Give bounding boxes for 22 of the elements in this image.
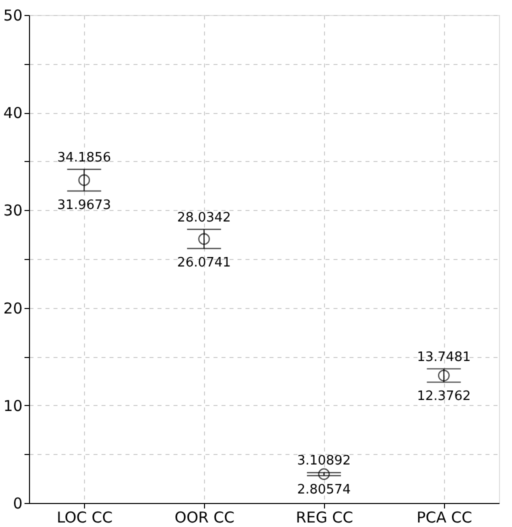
x-tick-label: OOR CC	[174, 508, 234, 526]
annotation: 3.10892	[297, 454, 351, 469]
x-tick-label: LOC CC	[56, 508, 113, 526]
point	[198, 233, 210, 245]
annotation: 26.0741	[177, 256, 231, 271]
point	[438, 370, 450, 382]
annotation: 12.3762	[416, 389, 471, 404]
y-tick-label: 20	[3, 299, 22, 318]
y-tick-label: 50	[3, 6, 22, 24]
annotation: 13.7481	[416, 350, 471, 365]
annotation: 34.1856	[57, 150, 112, 166]
y-tick-label: 0	[12, 494, 22, 512]
point	[78, 174, 90, 186]
x-tick-label: PCA CC	[416, 508, 472, 526]
annotation: 2.80574	[297, 482, 351, 498]
point	[318, 468, 330, 480]
annotation: 28.0342	[177, 210, 231, 226]
y-tick-label: 40	[3, 104, 22, 122]
annotation: 31.9673	[57, 198, 112, 213]
y-tick-label: 30	[3, 202, 22, 220]
x-tick-label: REG CC	[296, 508, 354, 526]
y-tick-label: 10	[3, 396, 22, 415]
